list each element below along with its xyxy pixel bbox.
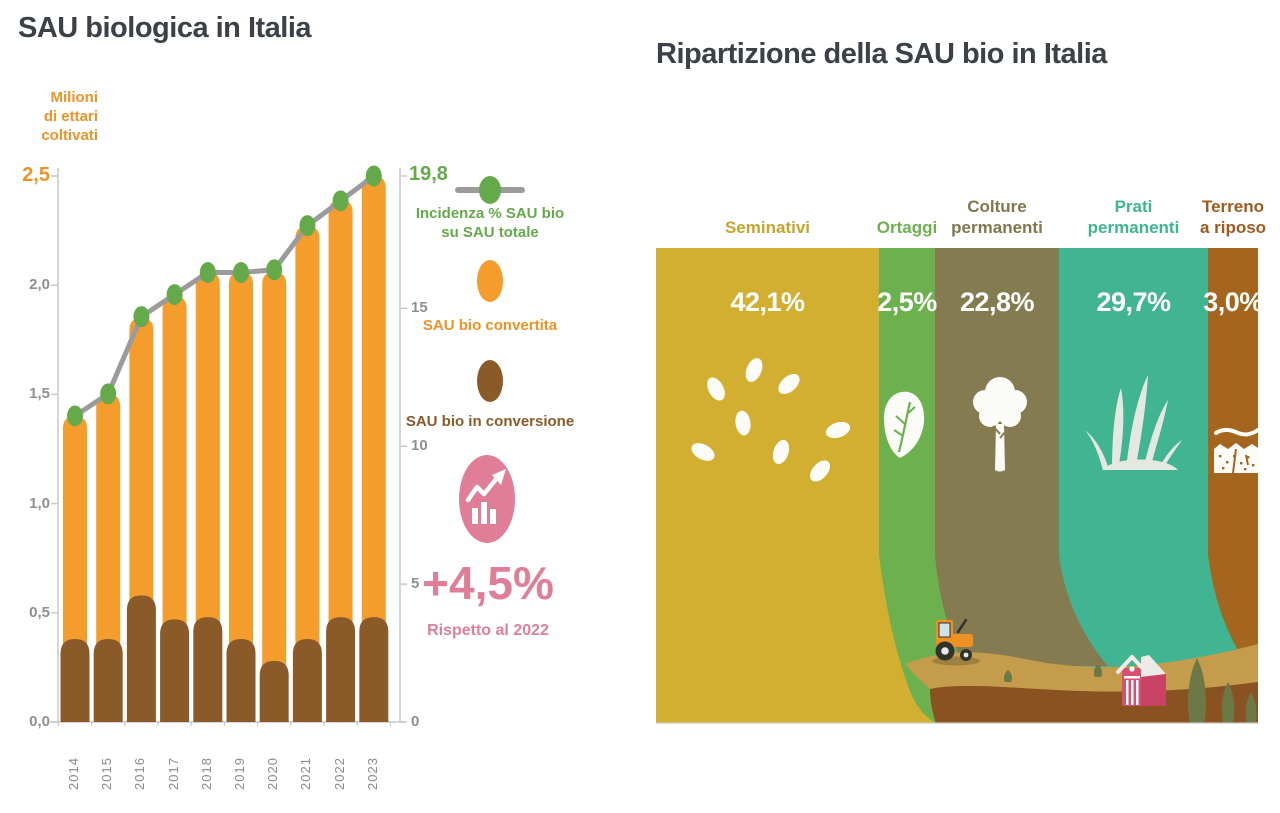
band-value-label: 29,7%	[1096, 287, 1171, 317]
tree-icon	[973, 377, 1027, 472]
soil-icon	[1214, 428, 1260, 474]
band-value-label: 22,8%	[959, 287, 1035, 317]
legend-marks	[455, 176, 525, 402]
right-chart-title: Ripartizione della SAU bio in Italia	[656, 38, 1107, 70]
incidence-marker-dot	[100, 383, 117, 405]
x-axis-year-label: 2020	[265, 757, 281, 790]
incidence-marker-dot	[133, 306, 150, 328]
bar-in-conversion	[226, 639, 256, 722]
stat-value: +4,5%	[422, 557, 554, 609]
band-category-label: Terreno a riposo	[1199, 197, 1267, 237]
left-axis-tick-label: 1,0	[29, 494, 50, 512]
stat-up-icon	[465, 469, 506, 524]
seeds-icon	[691, 358, 851, 482]
incidence-marker-dot	[266, 259, 283, 281]
x-axis-year-label: 2018	[198, 757, 214, 790]
cypress-icon	[1245, 692, 1257, 723]
bar-in-conversion	[292, 639, 322, 722]
left-axis-tick-label: 0,0	[29, 713, 50, 730]
band-value-label: 2,5%	[877, 287, 937, 317]
left-axis-tick-label: 0,5	[29, 603, 50, 621]
bar-converted	[162, 296, 187, 722]
incidence-markers	[67, 165, 382, 427]
legend-conversion-label: SAU bio in conversione	[405, 413, 575, 430]
bar-converted	[295, 226, 320, 722]
barn-icon	[1116, 655, 1166, 706]
x-axis-year-label: 2014	[66, 757, 81, 790]
x-axis-year-label: 2016	[132, 757, 148, 790]
left-chart	[50, 165, 525, 726]
bar-in-conversion	[259, 660, 289, 722]
cypress-icon	[1187, 658, 1207, 723]
x-axis-year-label: 2017	[165, 757, 181, 790]
bar-in-conversion	[359, 617, 389, 722]
illustration-baseline	[656, 722, 1258, 724]
left-chart-title: SAU biologica in Italia	[18, 12, 312, 44]
bar-in-conversion	[93, 639, 123, 722]
left-axis-tick-label: 2,5	[22, 164, 50, 186]
right-chart	[656, 248, 1260, 724]
incidence-line	[73, 173, 376, 418]
legend-conversion-swatch	[477, 360, 503, 402]
incidence-marker-dot	[332, 190, 349, 212]
cypress-icon	[1221, 682, 1235, 723]
legend-converted-swatch	[477, 260, 503, 302]
bush-icon	[1003, 670, 1013, 682]
left-axis-tick-label: 2,0	[29, 276, 50, 294]
band-category-label: Ortaggi	[876, 218, 938, 237]
left-axis-tick-label: 1,5	[29, 385, 50, 403]
x-axis-year-label: 2022	[331, 757, 347, 790]
band-value-label: 42,1%	[730, 287, 805, 317]
legend-converted-label: SAU bio convertita	[422, 317, 558, 334]
incidence-marker-dot	[199, 262, 216, 284]
bar-converted	[361, 176, 386, 722]
bar-in-conversion	[126, 595, 156, 722]
bar-converted	[328, 200, 353, 723]
bar-in-conversion	[326, 617, 356, 722]
band-value-label: 3,0%	[1203, 287, 1263, 317]
x-axis-year-label: 2015	[99, 757, 115, 790]
stat-caption: Rispetto al 2022	[427, 622, 549, 639]
incidence-marker-dot	[365, 165, 382, 187]
right-axis-top-label: 19,8	[409, 163, 448, 185]
stat-badge	[459, 455, 515, 543]
lettuce-icon	[884, 391, 925, 458]
field-road	[906, 644, 1258, 692]
x-axis-year-label: 2021	[298, 757, 314, 790]
bar-in-conversion	[193, 617, 223, 722]
left-y-axis-title: Milioni di ettari coltivati	[41, 89, 98, 144]
band-category-label: Seminativi	[724, 218, 811, 237]
right-axis-tick-label: 15	[411, 299, 428, 317]
bar-in-conversion	[160, 619, 190, 722]
incidence-marker-dot	[67, 405, 83, 427]
foreground-soil	[930, 682, 1258, 723]
bar-in-conversion	[60, 639, 90, 722]
legend-line-marker-icon	[479, 176, 501, 204]
bar-converted	[229, 272, 253, 722]
right-axis-tick-label: 5	[411, 575, 420, 593]
bar-converted	[262, 272, 287, 722]
band-category-label: Colture permanenti	[951, 197, 1043, 237]
grass-icon	[1085, 375, 1182, 470]
x-axis-year-label: 2019	[232, 757, 247, 790]
right-axis-tick-label: 10	[411, 437, 428, 455]
tractor-icon	[932, 618, 980, 666]
right-axis-tick-label: 0	[411, 713, 420, 730]
incidence-marker-dot	[166, 284, 183, 306]
incidence-marker-dot	[299, 215, 316, 237]
x-axis-year-label: 2023	[364, 757, 380, 790]
incidence-marker-dot	[233, 262, 249, 284]
legend-incidence-label: Incidenza % SAU bio su SAU totale	[415, 205, 565, 241]
bush-icon	[1093, 664, 1103, 677]
bars-in-conversion	[60, 595, 389, 722]
gold-hill	[656, 555, 935, 723]
bar-converted	[195, 272, 220, 722]
landscape-illustration	[656, 555, 1258, 724]
band-category-label: Prati permanenti	[1087, 197, 1180, 237]
